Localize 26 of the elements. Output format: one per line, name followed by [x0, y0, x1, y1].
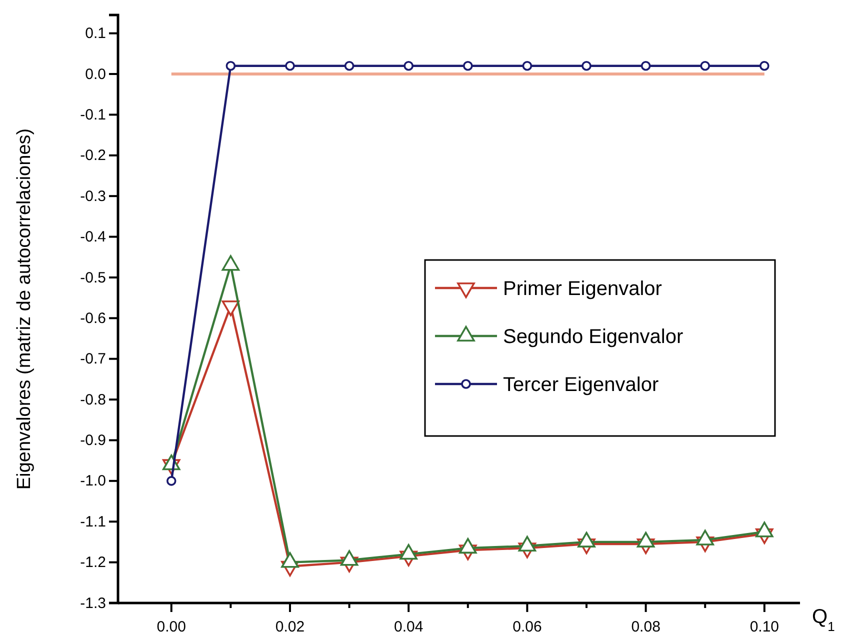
legend-label: Primer Eigenvalor [503, 278, 662, 300]
x-tick-label: 0.06 [512, 618, 542, 636]
y-tick-label: -0.5 [80, 269, 106, 286]
legend-label: Tercer Eigenvalor [503, 374, 659, 396]
x-tick-label: 0.00 [156, 618, 186, 636]
y-tick-label: -0.7 [80, 350, 106, 368]
legend-label: Segundo Eigenvalor [503, 326, 684, 348]
y-tick-label: -1.2 [80, 554, 106, 572]
y-tick-label: -0.6 [80, 310, 106, 327]
y-tick-label: -1.1 [80, 513, 106, 530]
x-tick-label: 0.08 [631, 618, 660, 636]
y-tick-label: -1.3 [80, 594, 106, 612]
y-tick-label: -1.0 [80, 472, 106, 490]
y-tick-label: -0.9 [80, 432, 106, 450]
y-tick-label: 0.0 [85, 66, 106, 83]
y-tick-label: -0.1 [80, 106, 106, 124]
x-tick-label: 0.04 [394, 618, 424, 636]
y-tick-label: -0.2 [80, 147, 106, 164]
y-tick-label: -0.4 [80, 228, 106, 246]
y-tick-label: -0.3 [80, 188, 106, 205]
x-axis-title: Q$_{1}$ [812, 606, 835, 634]
y-tick-label: 0.1 [85, 25, 106, 42]
x-tick-label: 0.02 [275, 618, 305, 636]
x-tick-label: 0.10 [750, 618, 780, 636]
y-tick-label: -0.8 [80, 391, 106, 408]
y-axis-title: Eigenvalores (matriz de autocorrelaciones) [14, 128, 35, 490]
